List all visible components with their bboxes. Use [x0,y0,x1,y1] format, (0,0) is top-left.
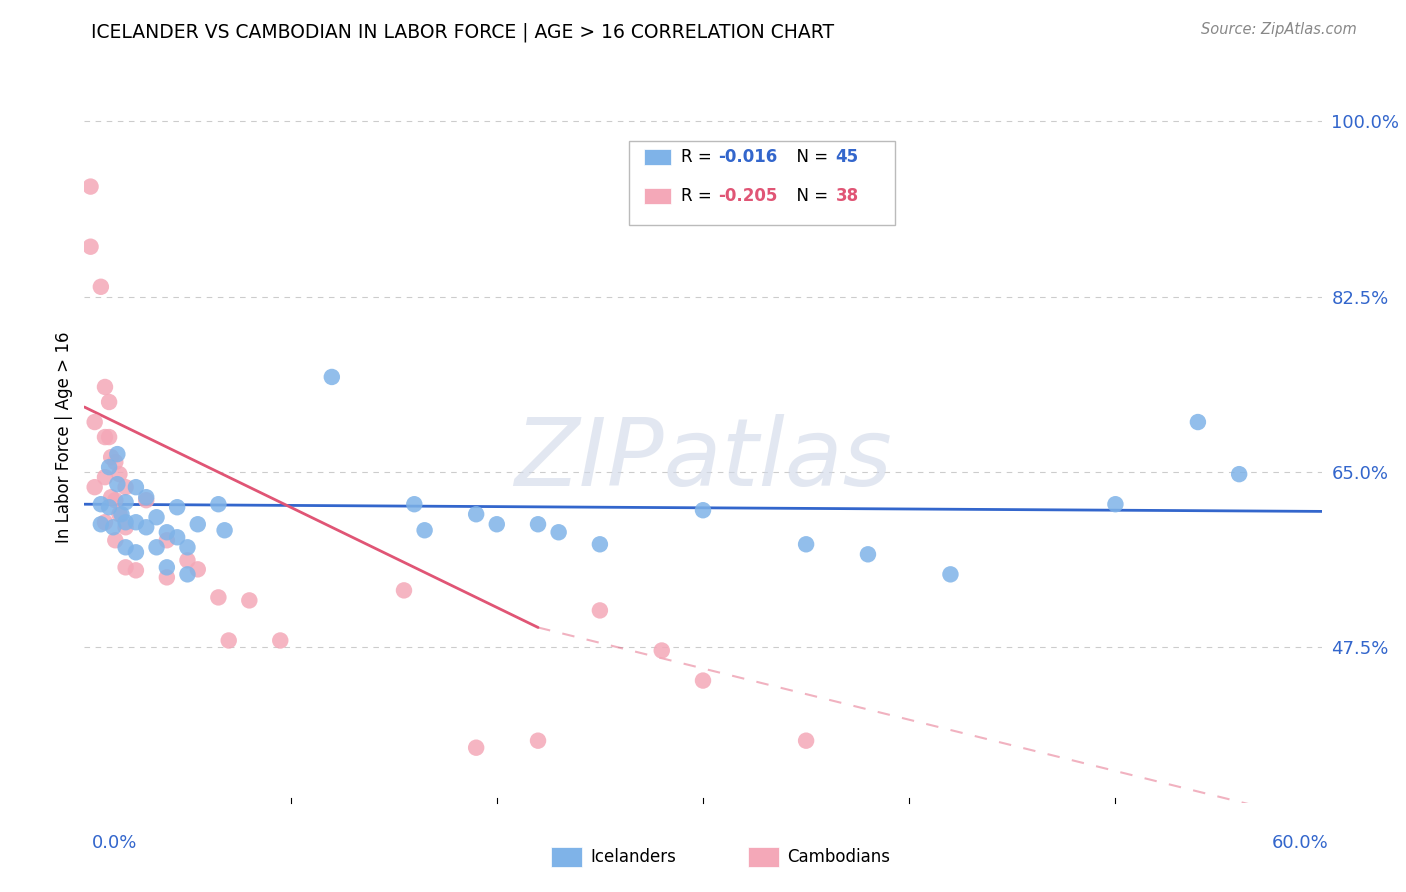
Point [90,280,112,294]
Point [269,633,291,648]
Point [187,562,209,576]
Point [214,523,236,537]
Point [156,533,179,548]
Point [238,593,260,607]
Point [114,515,136,529]
Bar [644,187,671,203]
Point [589,537,612,551]
Point [100,450,122,464]
Point [176,553,198,567]
Point [156,570,179,584]
Point [125,545,148,559]
Point [1187,415,1209,429]
Point [135,493,157,508]
Point [83,415,105,429]
Point [90,517,112,532]
Point [207,591,229,605]
Point [465,740,488,755]
Text: -0.205: -0.205 [718,186,778,204]
Text: 0.0%: 0.0% [91,834,136,852]
Point [404,497,426,511]
Point [110,507,132,521]
Point [589,603,612,617]
Point [485,517,508,532]
Point [321,370,343,384]
Text: ZIPatlas: ZIPatlas [515,414,891,505]
Point [1227,467,1250,482]
Point [79,179,101,194]
Point [176,541,198,555]
Point [94,470,117,484]
Point [98,460,121,475]
Point [98,395,121,409]
Point [104,493,127,508]
Text: R =: R = [681,186,717,204]
Point [94,430,117,444]
Point [100,490,122,504]
Point [465,507,488,521]
Text: Cambodians: Cambodians [787,848,890,866]
Point [176,567,198,582]
Point [105,477,128,491]
Point [413,523,436,537]
Point [98,500,121,515]
Point [692,503,714,517]
Point [145,541,167,555]
Point [794,537,817,551]
Point [527,517,550,532]
Text: Icelanders: Icelanders [591,848,676,866]
Point [145,510,167,524]
Point [125,480,148,494]
Point [156,525,179,540]
Text: ICELANDER VS CAMBODIAN IN LABOR FORCE | AGE > 16 CORRELATION CHART: ICELANDER VS CAMBODIAN IN LABOR FORCE | … [91,22,835,42]
Point [156,560,179,574]
FancyBboxPatch shape [628,141,894,225]
Point [79,240,101,254]
Point [207,497,229,511]
Point [90,497,112,511]
Point [1104,497,1126,511]
Point [218,633,240,648]
Point [105,447,128,461]
Point [547,525,569,540]
Point [98,430,121,444]
Point [692,673,714,688]
Text: R =: R = [681,148,717,166]
Point [166,530,188,544]
Point [166,500,188,515]
Y-axis label: In Labor Force | Age > 16: In Labor Force | Age > 16 [55,331,73,543]
Point [135,490,157,504]
Text: -0.016: -0.016 [718,148,778,166]
Point [94,380,117,394]
Point [114,520,136,534]
Point [108,467,131,482]
Text: 38: 38 [835,186,859,204]
Point [794,733,817,747]
Point [83,480,105,494]
Point [125,563,148,577]
Text: 60.0%: 60.0% [1272,834,1329,852]
Point [527,733,550,747]
Text: Source: ZipAtlas.com: Source: ZipAtlas.com [1201,22,1357,37]
Point [108,507,131,521]
Point [104,455,127,469]
Point [103,520,125,534]
Point [939,567,962,582]
Point [114,560,136,574]
Point [114,495,136,509]
Point [856,547,879,561]
Point [125,515,148,529]
Text: N =: N = [786,148,834,166]
Point [651,643,673,657]
Point [104,533,127,548]
Point [392,583,415,598]
Text: N =: N = [786,186,834,204]
Point [135,520,157,534]
Point [94,515,117,529]
Bar [644,149,671,165]
Point [187,517,209,532]
Point [114,480,136,494]
Text: 45: 45 [835,148,859,166]
Point [114,541,136,555]
